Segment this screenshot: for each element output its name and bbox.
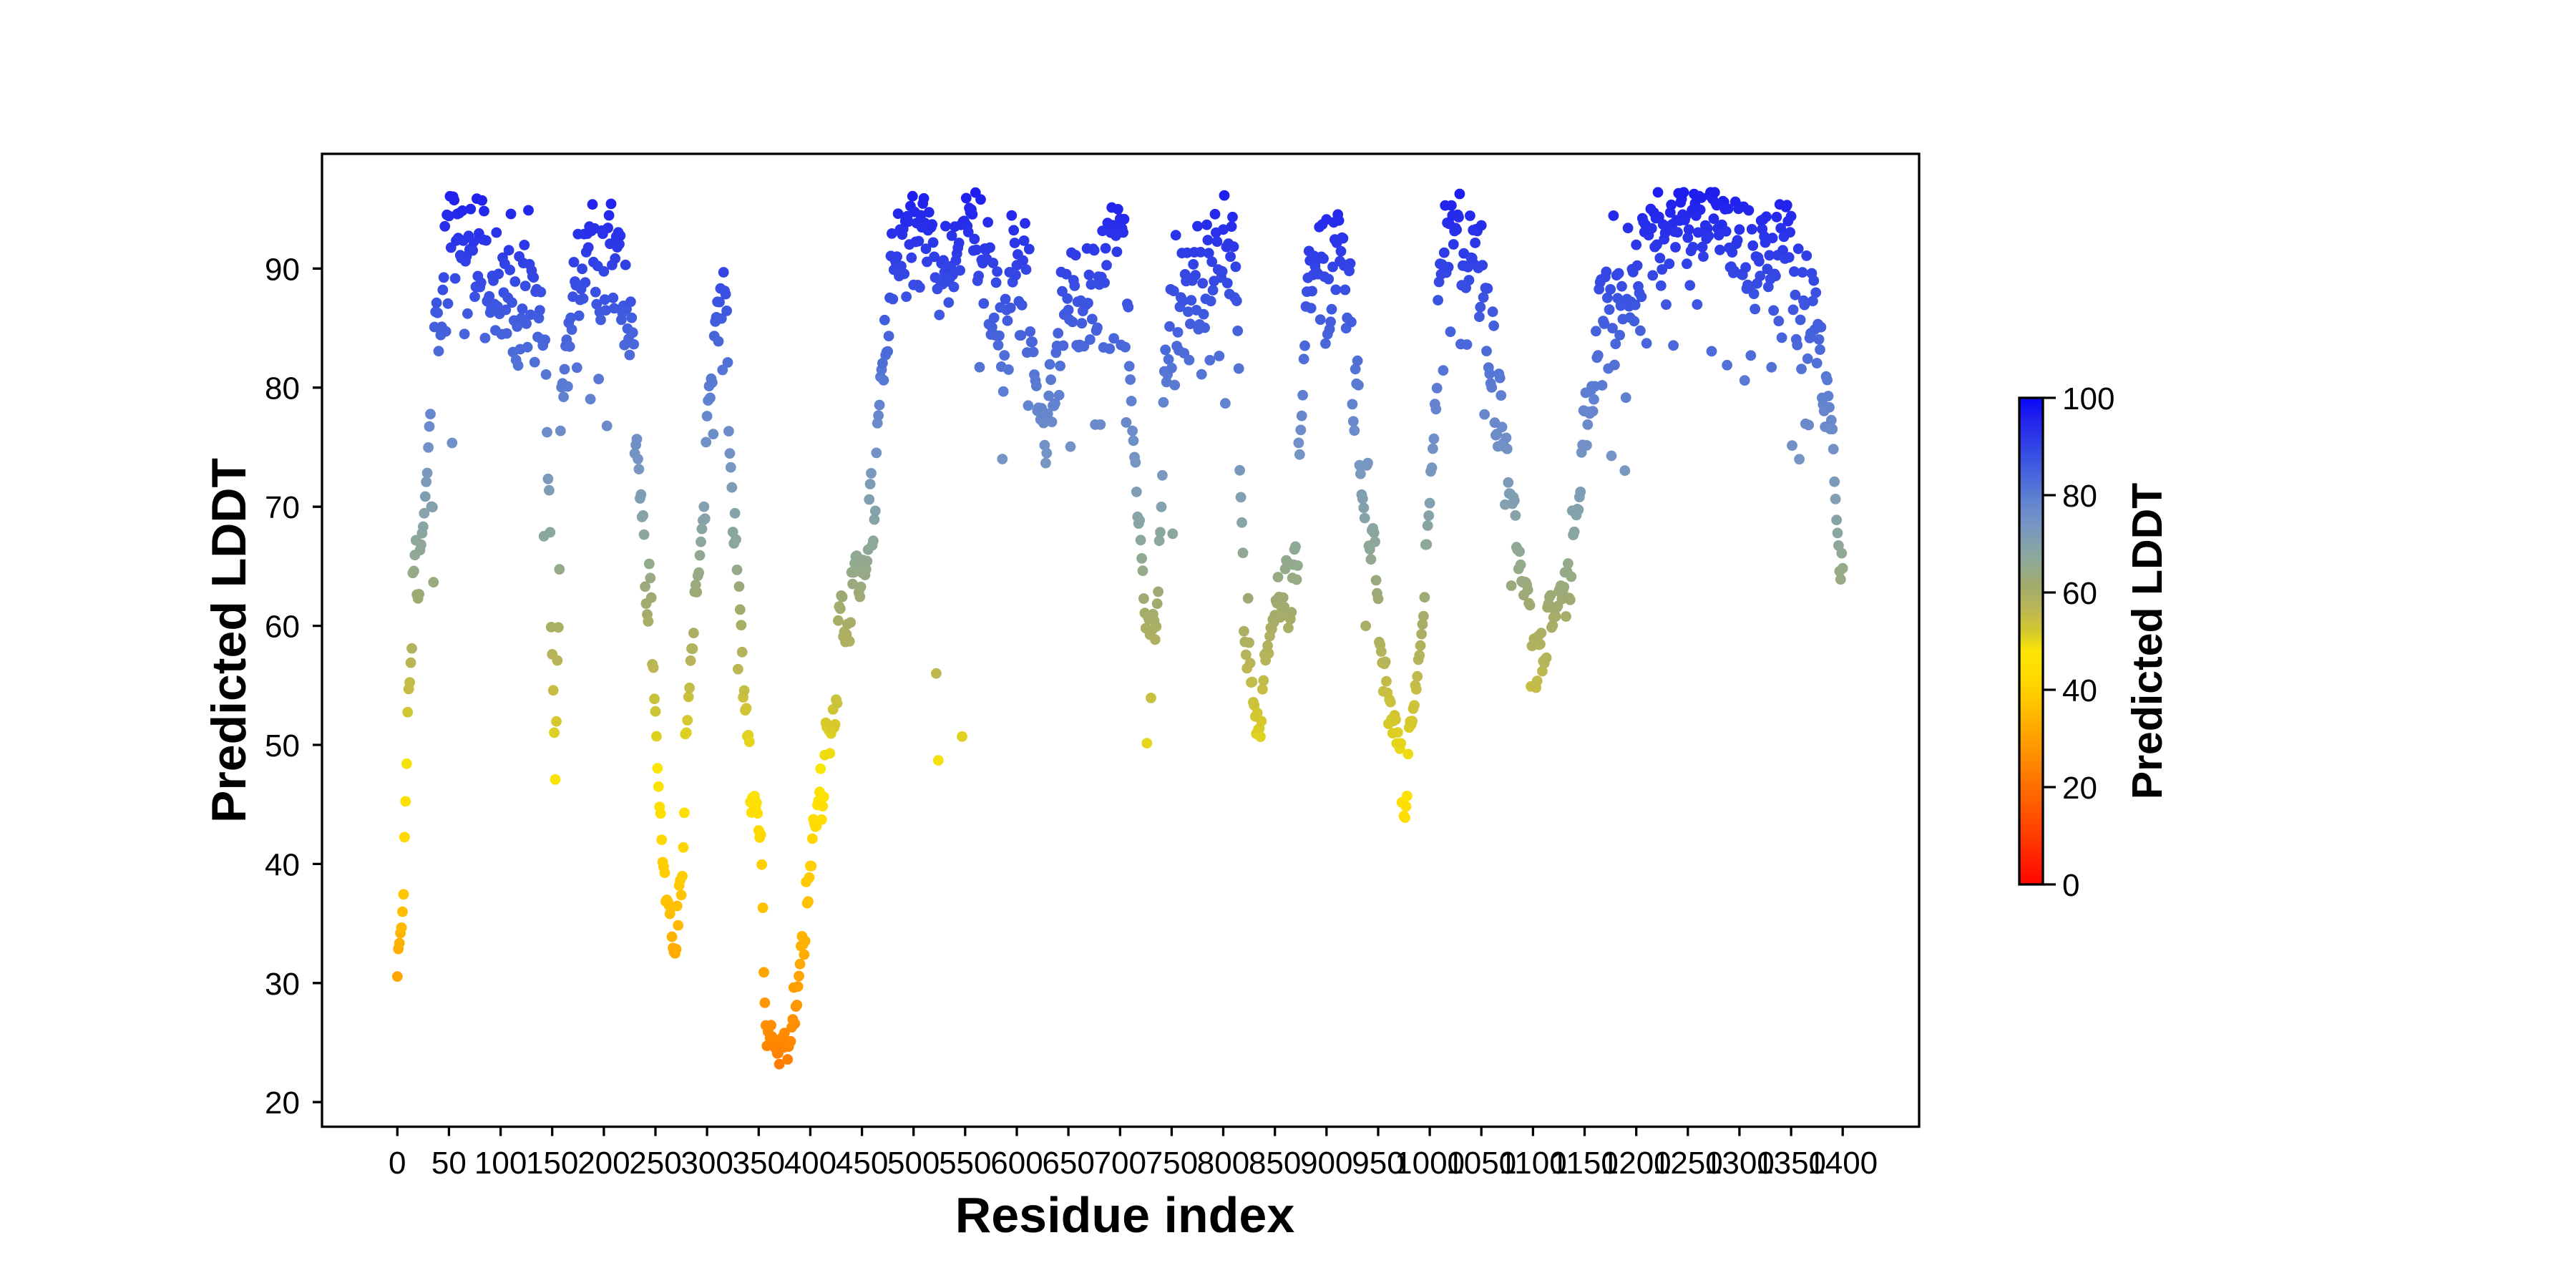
- svg-text:80: 80: [265, 371, 300, 406]
- svg-text:750: 750: [1146, 1146, 1198, 1181]
- svg-text:400: 400: [784, 1146, 836, 1181]
- svg-text:50: 50: [431, 1146, 467, 1181]
- svg-text:950: 950: [1352, 1146, 1404, 1181]
- svg-text:40: 40: [2062, 673, 2097, 708]
- svg-text:850: 850: [1249, 1146, 1301, 1181]
- svg-text:1400: 1400: [1807, 1146, 1878, 1181]
- svg-text:1300: 1300: [1704, 1146, 1775, 1181]
- svg-text:Residue index: Residue index: [955, 1187, 1295, 1243]
- svg-text:200: 200: [577, 1146, 630, 1181]
- svg-text:1150: 1150: [1551, 1146, 1619, 1181]
- svg-text:500: 500: [887, 1146, 940, 1181]
- svg-text:80: 80: [2062, 479, 2097, 514]
- svg-text:100: 100: [2062, 381, 2114, 416]
- svg-text:0: 0: [2062, 868, 2079, 903]
- svg-text:30: 30: [265, 967, 300, 1002]
- svg-text:1000: 1000: [1395, 1146, 1465, 1181]
- svg-text:650: 650: [1042, 1146, 1094, 1181]
- svg-text:1200: 1200: [1601, 1146, 1672, 1181]
- svg-text:90: 90: [265, 252, 300, 287]
- svg-text:800: 800: [1197, 1146, 1249, 1181]
- svg-text:1050: 1050: [1446, 1146, 1516, 1181]
- svg-text:350: 350: [733, 1146, 785, 1181]
- svg-text:550: 550: [939, 1146, 991, 1181]
- svg-text:50: 50: [265, 728, 300, 763]
- svg-text:1350: 1350: [1756, 1146, 1826, 1181]
- svg-text:900: 900: [1300, 1146, 1352, 1181]
- svg-text:70: 70: [265, 490, 300, 525]
- svg-text:1100: 1100: [1499, 1146, 1567, 1181]
- svg-text:1250: 1250: [1653, 1146, 1723, 1181]
- svg-text:0: 0: [389, 1146, 406, 1181]
- svg-text:150: 150: [526, 1146, 578, 1181]
- svg-text:60: 60: [2062, 576, 2097, 611]
- svg-text:60: 60: [265, 610, 300, 645]
- svg-text:450: 450: [836, 1146, 888, 1181]
- svg-text:700: 700: [1094, 1146, 1146, 1181]
- svg-text:300: 300: [680, 1146, 733, 1181]
- svg-text:100: 100: [474, 1146, 527, 1181]
- svg-text:Predicted LDDT: Predicted LDDT: [2124, 483, 2171, 800]
- svg-text:20: 20: [2062, 771, 2097, 806]
- svg-text:600: 600: [990, 1146, 1043, 1181]
- svg-text:250: 250: [629, 1146, 681, 1181]
- svg-text:Predicted LDDT: Predicted LDDT: [202, 458, 256, 823]
- svg-text:20: 20: [265, 1085, 300, 1121]
- svg-text:40: 40: [265, 847, 300, 882]
